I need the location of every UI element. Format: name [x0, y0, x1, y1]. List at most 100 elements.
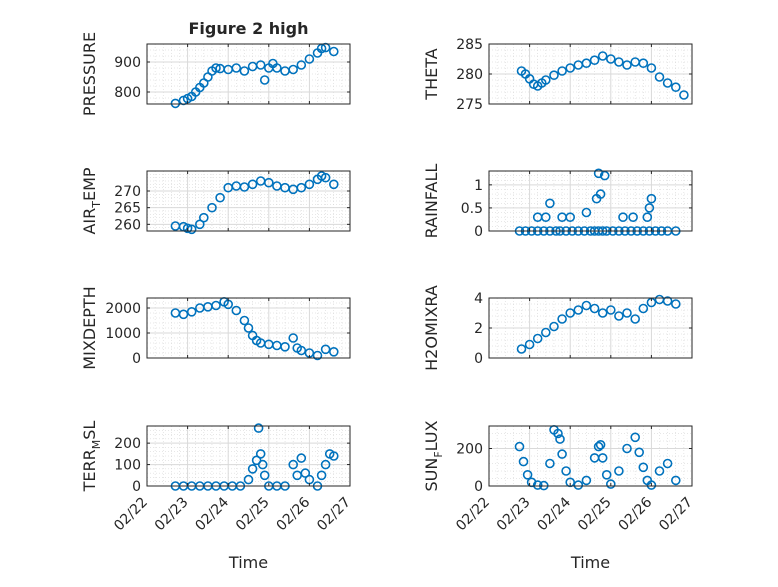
data-point	[215, 192, 225, 203]
y-axis-label: TERRMSL	[80, 421, 103, 493]
subplot-terr-sl: 0 100 200 02/22 02/23 02/24 02/25 02/26 02/27 Tim…	[80, 421, 354, 572]
y-axis-label: MIXDEPTH	[80, 286, 99, 369]
x-tick-label: 02/22	[111, 494, 151, 534]
axes-box	[146, 43, 351, 105]
x-tick-label: 02/26	[616, 494, 656, 534]
data-point	[644, 203, 655, 213]
x-tick-label: 02/23	[494, 494, 534, 534]
axes-box	[146, 297, 351, 359]
data-point	[614, 57, 624, 67]
axes-box	[488, 425, 693, 487]
data-point	[518, 456, 529, 467]
data-point	[638, 462, 649, 473]
y-axis-label: RAINFALL	[422, 164, 441, 239]
data-point	[573, 305, 584, 315]
data-point	[304, 179, 315, 190]
data-point	[199, 212, 209, 223]
data-point	[646, 63, 657, 73]
data-point	[532, 480, 543, 490]
data-point	[614, 466, 624, 476]
axes-background	[489, 171, 692, 231]
data-point	[622, 60, 632, 70]
data-point	[557, 449, 567, 459]
y-tick-label: 0.5	[461, 201, 483, 217]
data-point	[320, 172, 331, 183]
data-point	[540, 75, 551, 85]
y-axis-label: AIRTEMP	[80, 167, 103, 234]
data-point	[549, 321, 559, 332]
y-tick-label: 265	[114, 201, 141, 217]
data-point	[670, 82, 681, 92]
y-tick-label: 0	[132, 351, 141, 367]
data-point	[593, 168, 604, 179]
data-point	[540, 212, 551, 222]
data-point	[328, 46, 339, 57]
data-point	[601, 469, 612, 480]
data-point	[522, 469, 533, 480]
y-tick-label: 0	[474, 224, 483, 240]
data-point	[540, 327, 551, 338]
data-point	[654, 466, 665, 476]
axes-box	[146, 425, 351, 487]
data-point	[170, 98, 181, 109]
data-point	[561, 466, 571, 476]
y-tick-label: 800	[114, 85, 141, 101]
data-point	[272, 63, 282, 73]
data-point	[618, 212, 628, 222]
x-tick-label: 02/23	[152, 494, 192, 534]
y-tick-label: 200	[114, 436, 141, 452]
data-point	[247, 179, 258, 190]
y-tick-label: 4	[474, 291, 483, 307]
data-point	[670, 299, 681, 309]
x-tick-label: 02/22	[453, 494, 493, 534]
y-tick-label: 0	[474, 351, 483, 367]
data-point	[239, 315, 250, 326]
y-axis-label: PRESSURE	[80, 32, 99, 116]
subplot-sun-lux: 0 200 02/22 02/23 02/24 02/25 02/26 02/27 Time SU…	[422, 420, 696, 572]
data-point	[595, 189, 606, 199]
data-point	[328, 451, 339, 461]
x-tick-label: 02/25	[233, 494, 273, 534]
data-point	[545, 458, 555, 469]
data-point	[300, 468, 311, 478]
data-point	[638, 303, 649, 314]
data-point	[253, 423, 264, 433]
y-tick-label: 280	[456, 67, 483, 83]
data-point	[207, 202, 217, 213]
data-point	[549, 70, 559, 80]
data-point	[259, 75, 270, 85]
data-point	[630, 432, 641, 443]
data-point	[646, 480, 657, 490]
data-point	[296, 60, 307, 70]
data-point	[255, 449, 266, 459]
data-point	[605, 479, 616, 489]
data-point	[565, 308, 576, 318]
y-tick-label: 0	[474, 479, 483, 495]
data-point	[622, 308, 632, 318]
data-point	[589, 303, 600, 314]
y-axis-label: H2OMIXRA	[422, 285, 441, 371]
y-tick-label: 900	[114, 55, 141, 71]
y-tick-label: 200	[456, 442, 483, 458]
data-point	[662, 78, 673, 88]
data-point	[320, 344, 331, 355]
data-point	[328, 179, 339, 190]
data-point	[288, 64, 299, 75]
subplot-h2omixra: 0 2 4 H2OMIXRA	[422, 285, 693, 371]
data-point	[296, 182, 307, 193]
data-point	[581, 300, 592, 311]
data-point	[662, 458, 673, 469]
subplot-pressure: 800 900 PRESSURE Figure 2 high	[80, 19, 351, 116]
data-point	[581, 58, 592, 69]
data-point	[243, 474, 254, 485]
y-tick-label: 2000	[105, 301, 141, 317]
x-tick-label: 02/24	[534, 494, 574, 534]
chart-title: Figure 2 high	[189, 19, 309, 38]
data-point	[646, 193, 657, 204]
data-point	[557, 314, 567, 324]
y-tick-label: 2	[474, 321, 483, 337]
data-point	[593, 441, 604, 452]
axes-box	[146, 170, 351, 232]
data-point	[597, 453, 608, 463]
